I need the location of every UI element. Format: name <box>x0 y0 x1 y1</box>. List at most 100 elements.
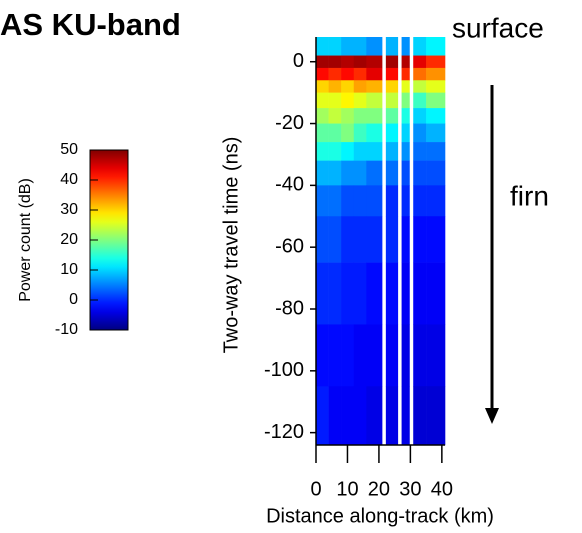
heatmap-cell <box>353 142 367 161</box>
heatmap-cell <box>426 142 446 161</box>
heatmap-cell <box>366 67 383 81</box>
heatmap-cell <box>366 55 383 69</box>
heatmap-cell <box>328 123 342 143</box>
heatmap-cell <box>353 55 367 69</box>
heatmap-cell <box>413 123 427 143</box>
heatmap-cell <box>353 37 367 56</box>
heatmap-cell <box>341 142 355 161</box>
heatmap-cell <box>426 160 446 186</box>
heatmap-cell <box>385 216 399 263</box>
heatmap-cell <box>341 123 355 143</box>
heatmap-cell <box>366 262 383 325</box>
heatmap-cell <box>341 160 355 186</box>
heatmap-cell <box>385 324 399 387</box>
heatmap-cell <box>401 92 410 109</box>
heatmap-cell <box>426 80 446 93</box>
heatmap-cell <box>426 386 446 446</box>
heatmap-cell <box>401 123 410 143</box>
heatmap-cell <box>426 185 446 217</box>
heatmap-cell <box>341 92 355 109</box>
colorbar-tick-label: 50 <box>60 141 78 158</box>
heatmap-cell <box>426 55 446 69</box>
heatmap-cell <box>328 92 342 109</box>
heatmap-cell <box>366 80 383 93</box>
heatmap-cell <box>385 160 399 186</box>
heatmap-cell <box>401 185 410 217</box>
heatmap-cell <box>366 185 383 217</box>
x-tick-label: 10 <box>336 478 358 500</box>
y-tick-label: -40 <box>275 174 304 196</box>
heatmap-cell <box>316 37 329 56</box>
heatmap-cell <box>426 92 446 109</box>
heatmap-cell <box>401 142 410 161</box>
heatmap-cell <box>426 67 446 81</box>
heatmap-cell <box>385 80 399 93</box>
heatmap-cell <box>316 55 329 69</box>
heatmap-cell <box>316 262 329 325</box>
heatmap-cell <box>426 37 446 56</box>
x-tick-label: 20 <box>368 478 390 500</box>
heatmap-cell <box>385 92 399 109</box>
heatmap-cell <box>426 216 446 263</box>
colorbar-tick-label: 40 <box>60 171 78 188</box>
y-tick-label: -60 <box>275 235 304 257</box>
heatmap-cell <box>341 324 355 387</box>
heatmap-cell <box>328 324 342 387</box>
heatmap-cell <box>426 108 446 124</box>
y-tick-label: -20 <box>275 112 304 134</box>
heatmap-cell <box>353 92 367 109</box>
heatmap-cell <box>353 262 367 325</box>
heatmap-cell <box>328 55 342 69</box>
heatmap-cell <box>413 37 427 56</box>
heatmap-cell <box>413 324 427 387</box>
heatmap-cell <box>316 324 329 387</box>
heatmap-cell <box>385 386 399 446</box>
heatmap-cell <box>385 142 399 161</box>
colorbar-tick-label: 0 <box>69 291 78 308</box>
heatmap-cell <box>401 108 410 124</box>
heatmap-cell <box>316 67 329 81</box>
colorbar-tick-label: 20 <box>60 231 78 248</box>
heatmap-cell <box>413 386 427 446</box>
y-tick-label: -120 <box>264 421 304 443</box>
x-tick-label: 40 <box>431 478 453 500</box>
heatmap-cell <box>353 67 367 81</box>
y-tick-label: 0 <box>293 50 304 72</box>
heatmap-cell <box>353 216 367 263</box>
heatmap-cell <box>426 123 446 143</box>
heatmap-cell <box>413 92 427 109</box>
heatmap-cell <box>353 185 367 217</box>
heatmap-cell <box>328 108 342 124</box>
heatmap-cell <box>401 55 410 69</box>
heatmap-cell <box>316 80 329 93</box>
heatmap-cell <box>328 142 342 161</box>
heatmap-cell <box>353 324 367 387</box>
heatmap-cell <box>401 324 410 387</box>
heatmap-cell <box>328 80 342 93</box>
heatmap-cell <box>401 216 410 263</box>
heatmap-cell <box>328 37 342 56</box>
heatmap-cell <box>413 262 427 325</box>
y-axis-label: Two-way travel time (ns) <box>220 137 242 354</box>
heatmap-cell <box>316 123 329 143</box>
heatmap-cell <box>341 185 355 217</box>
colorbar-tick-label: 30 <box>60 201 78 218</box>
heatmap-cell <box>366 37 383 56</box>
heatmap-cell <box>341 67 355 81</box>
heatmap-cell <box>426 262 446 325</box>
annotation-surface: surface <box>452 12 544 43</box>
heatmap-cell <box>328 67 342 81</box>
heatmap-cell <box>401 37 410 56</box>
heatmap-cell <box>328 185 342 217</box>
heatmap-cell <box>341 55 355 69</box>
heatmap-cell <box>413 67 427 81</box>
x-tick-label: 30 <box>399 478 421 500</box>
heatmap-cell <box>353 108 367 124</box>
heatmap-cell <box>413 142 427 161</box>
x-tick-label: 0 <box>310 478 321 500</box>
heatmap-cell <box>401 67 410 81</box>
arrow-head <box>485 408 499 424</box>
heatmap-cell <box>316 142 329 161</box>
heatmap-cell <box>316 92 329 109</box>
